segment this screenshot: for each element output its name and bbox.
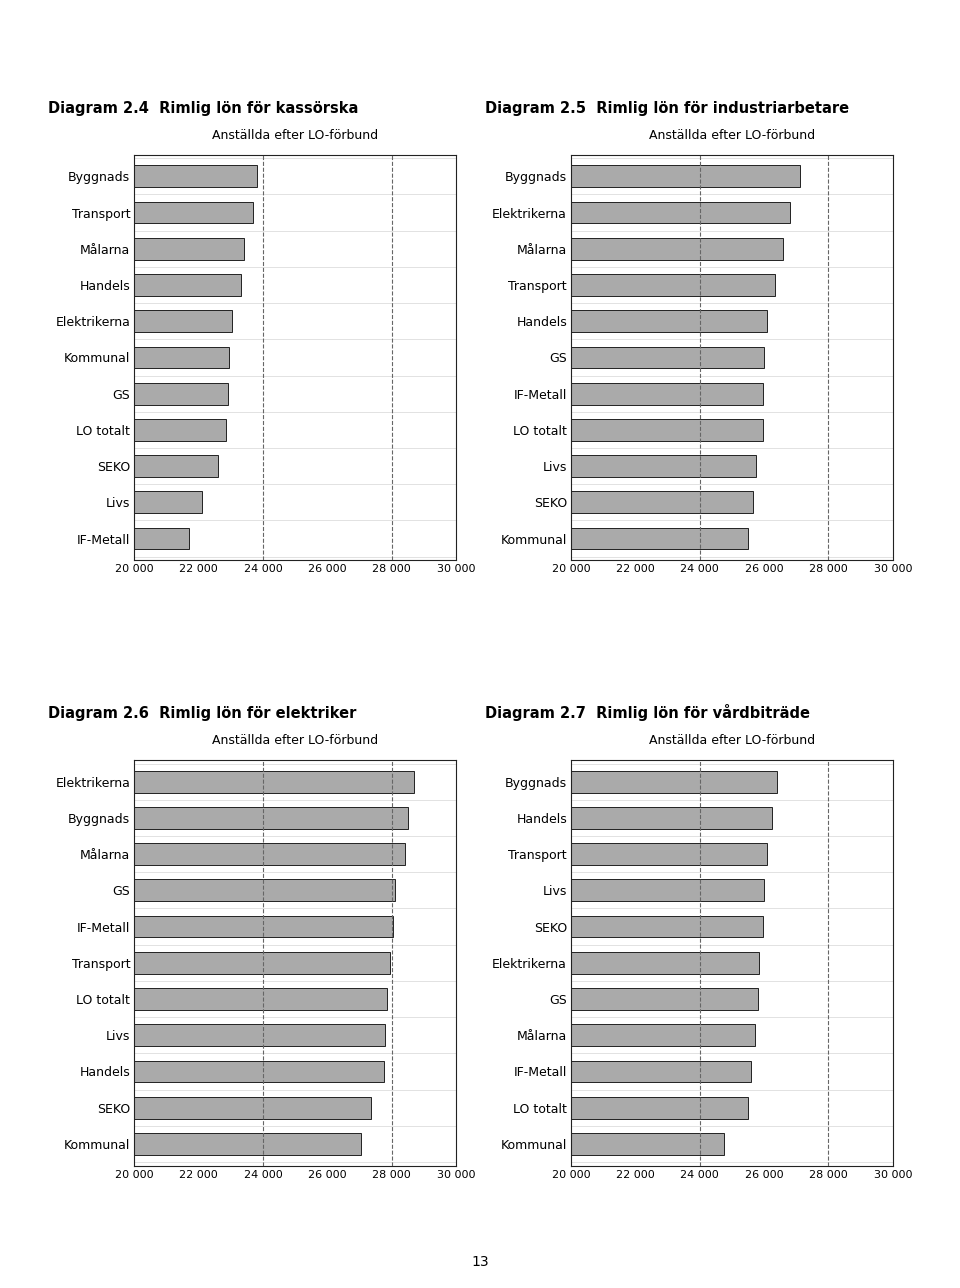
Bar (0, 165, 256, 187)
Bar (0, 310, 232, 332)
Bar (0, 844, 404, 866)
Bar (0, 492, 202, 513)
Bar (0, 165, 800, 187)
Bar (0, 346, 764, 368)
Bar (0, 952, 390, 974)
Bar (0, 310, 767, 332)
Bar (0, 419, 762, 440)
Bar (0, 1097, 371, 1118)
Text: Diagram 2.7  Rimlig lön för vårdbiträde: Diagram 2.7 Rimlig lön för vårdbiträde (485, 705, 810, 721)
Text: 13: 13 (471, 1256, 489, 1269)
Text: Diagram 2.6  Rimlig lön för elektriker: Diagram 2.6 Rimlig lön för elektriker (48, 706, 356, 721)
Bar (0, 1133, 724, 1155)
Bar (0, 988, 757, 1010)
Bar (0, 844, 767, 866)
Bar (0, 202, 253, 223)
Bar (0, 1097, 748, 1118)
Bar (0, 1060, 384, 1082)
Text: Anställda efter LO-förbund: Anställda efter LO-förbund (649, 129, 815, 142)
Bar (0, 1060, 752, 1082)
Bar (0, 492, 753, 513)
Bar (0, 988, 387, 1010)
Bar (0, 880, 395, 902)
Bar (0, 274, 776, 296)
Bar (0, 808, 772, 828)
Bar (0, 238, 244, 260)
Bar (0, 1024, 385, 1046)
Bar (0, 952, 759, 974)
Bar (0, 528, 748, 550)
Bar (0, 419, 226, 440)
Bar (0, 1133, 361, 1155)
Bar (0, 880, 764, 902)
Bar (0, 383, 228, 404)
Bar (0, 274, 241, 296)
Bar (0, 455, 218, 477)
Text: Anställda efter LO-förbund: Anställda efter LO-förbund (212, 734, 378, 747)
Bar (0, 808, 408, 828)
Bar (0, 770, 777, 792)
Bar (0, 916, 394, 938)
Text: Anställda efter LO-förbund: Anställda efter LO-förbund (649, 734, 815, 747)
Bar (0, 383, 762, 404)
Bar (0, 202, 790, 223)
Bar (0, 238, 783, 260)
Bar (0, 455, 756, 477)
Bar (0, 1024, 755, 1046)
Text: Diagram 2.4  Rimlig lön för kassörska: Diagram 2.4 Rimlig lön för kassörska (48, 100, 358, 116)
Text: Diagram 2.5  Rimlig lön för industriarbetare: Diagram 2.5 Rimlig lön för industriarbet… (485, 100, 849, 116)
Bar (0, 916, 762, 938)
Bar (0, 528, 189, 550)
Text: Anställda efter LO-förbund: Anställda efter LO-förbund (212, 129, 378, 142)
Bar (0, 346, 229, 368)
Bar (0, 770, 414, 792)
